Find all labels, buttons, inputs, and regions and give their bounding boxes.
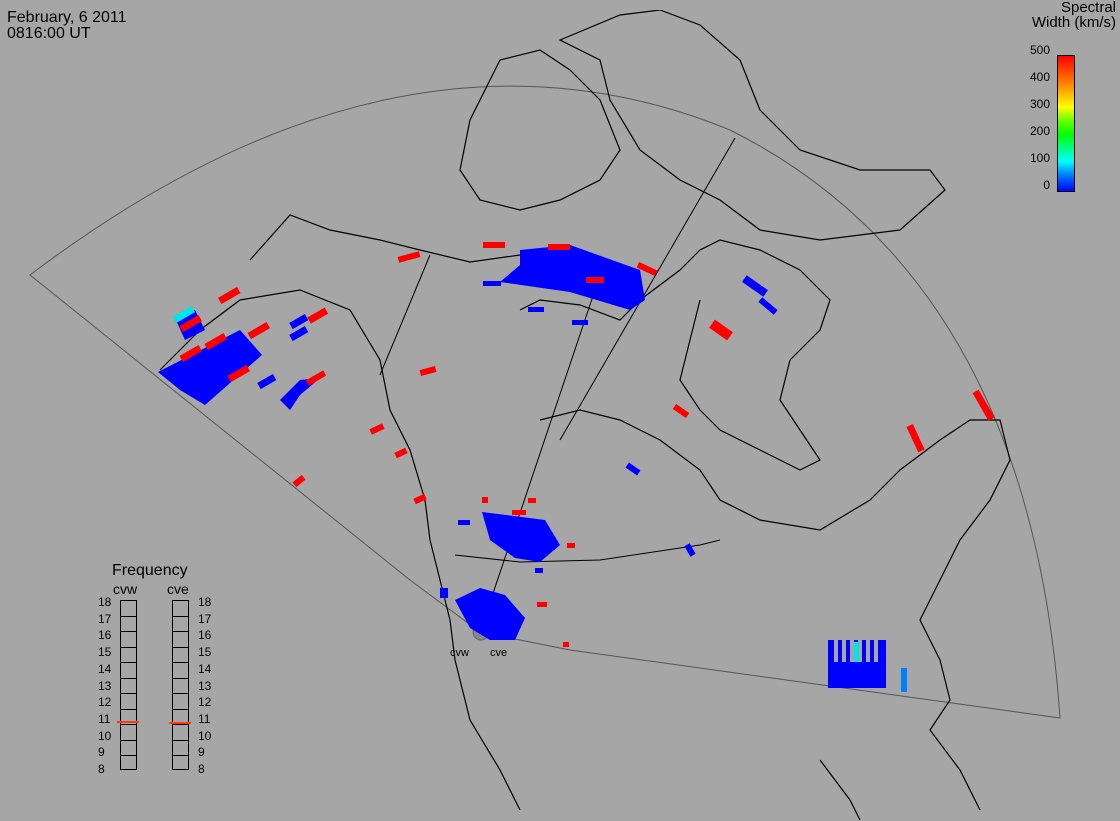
timestamp-block: February, 6 2011 0816:00 UT <box>7 10 126 42</box>
colorbar-tick: 200 <box>1029 124 1050 138</box>
frequency-scale-cve <box>172 600 189 770</box>
time-label: 0816:00 UT <box>7 25 91 42</box>
colorbar-tick: 100 <box>1029 151 1050 165</box>
frequency-tick-cve: 18 <box>198 595 212 609</box>
frequency-tick-cve: 16 <box>198 628 212 643</box>
frequency-tick-cvw: 11 <box>98 711 111 726</box>
frequency-tick-cve: 9 <box>198 745 205 760</box>
frequency-tick-cvw: 18 <box>98 595 112 609</box>
colorbar-tick: 0 <box>1043 178 1050 192</box>
radar-map <box>29 10 1061 821</box>
frequency-tick-cve: 13 <box>198 678 212 693</box>
frequency-tick-cvw: 8 <box>98 762 105 776</box>
frequency-tick-cvw: 15 <box>98 645 112 660</box>
site-label-cvw: cvw <box>450 647 469 659</box>
frequency-cve-label: cve <box>167 581 189 597</box>
frequency-tick-cvw: 14 <box>98 661 112 676</box>
coastlines <box>159 10 1011 821</box>
field-of-view-outline <box>29 85 1061 719</box>
frequency-cvw-label: cvw <box>113 581 138 597</box>
frequency-tick-cvw: 13 <box>98 678 112 693</box>
frequency-tick-cve: 15 <box>198 645 212 660</box>
frequency-tick-cve: 10 <box>198 728 212 743</box>
frequency-tick-cve: 8 <box>198 762 205 776</box>
colorbar-tick: 300 <box>1029 97 1050 111</box>
echoes-hudson <box>369 275 995 557</box>
frequency-tick-cve: 17 <box>198 611 212 626</box>
borders <box>379 137 736 633</box>
colorbar <box>1057 55 1075 192</box>
frequency-tick-cvw: 17 <box>98 611 112 626</box>
colorbar-title: Spectral Width (km/s) <box>1031 0 1116 31</box>
frequency-marker-cvw <box>117 720 139 723</box>
frequency-tick-cve: 14 <box>198 661 212 676</box>
site-label-cve: cve <box>490 647 508 659</box>
echoes-alaska <box>158 286 329 488</box>
echoes-east <box>828 640 907 692</box>
frequency-tick-cve: 11 <box>198 711 211 726</box>
frequency-tick-cvw: 16 <box>98 628 112 643</box>
frequency-scale-cvw <box>120 600 137 770</box>
frequency-tick-cvw: 9 <box>98 745 105 760</box>
frequency-title: Frequency <box>112 562 188 579</box>
frequency-marker-cve <box>169 722 191 725</box>
echoes-near-radar <box>440 497 575 647</box>
frequency-tick-cvw: 10 <box>98 728 112 743</box>
frequency-tick-cve: 12 <box>198 695 212 710</box>
frequency-tick-cvw: 12 <box>98 695 112 710</box>
colorbar-tick: 400 <box>1029 70 1050 84</box>
colorbar-tick: 500 <box>1029 43 1050 57</box>
date-label: February, 6 2011 <box>7 9 127 26</box>
echoes-arctic <box>397 242 658 376</box>
